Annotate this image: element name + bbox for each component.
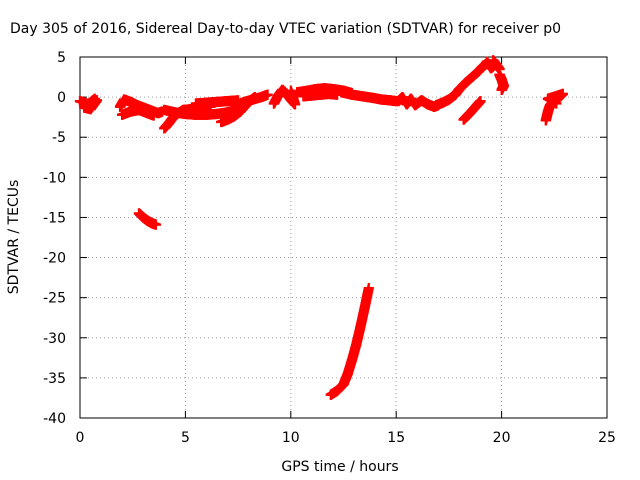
y-tick-label: -5 — [52, 130, 66, 146]
y-tick-label: -40 — [43, 411, 66, 427]
axis-ticks: 0 5 10 15 20 25 5 0 -5 -10 -15 -20 -25 -30 -35 -40 — [43, 50, 616, 446]
data-point — [148, 110, 159, 121]
data-point — [285, 85, 296, 96]
y-tick-label: 0 — [57, 90, 66, 106]
x-tick-label: 25 — [598, 430, 616, 446]
y-tick-label: -25 — [43, 291, 66, 307]
data-point — [475, 96, 486, 107]
data-point — [488, 55, 499, 66]
y-axis-label: SDTVAR / TECUs — [6, 180, 22, 295]
y-tick-label: -30 — [43, 331, 66, 347]
x-tick-label: 0 — [76, 430, 85, 446]
y-tick-label: -35 — [43, 371, 66, 387]
data-point — [262, 89, 273, 100]
data-point — [551, 98, 562, 109]
data-point — [496, 84, 507, 95]
data-point — [89, 93, 100, 104]
y-tick-label: -10 — [43, 170, 66, 186]
y-tick-label: -20 — [43, 251, 66, 267]
x-tick-label: 5 — [181, 430, 190, 446]
x-tick-label: 20 — [493, 430, 511, 446]
x-axis-label: GPS time / hours — [281, 459, 398, 475]
data-marks — [74, 55, 568, 400]
x-tick-label: 15 — [387, 430, 405, 446]
plot-frame — [79, 56, 608, 419]
data-point — [363, 282, 374, 294]
y-tick-label: 5 — [57, 50, 66, 66]
chart-title: Day 305 of 2016, Sidereal Day-to-day VTE… — [10, 21, 561, 37]
y-tick-label: -15 — [43, 210, 66, 226]
data-point — [150, 219, 161, 230]
grid-lines — [80, 57, 607, 418]
x-tick-label: 10 — [282, 430, 300, 446]
